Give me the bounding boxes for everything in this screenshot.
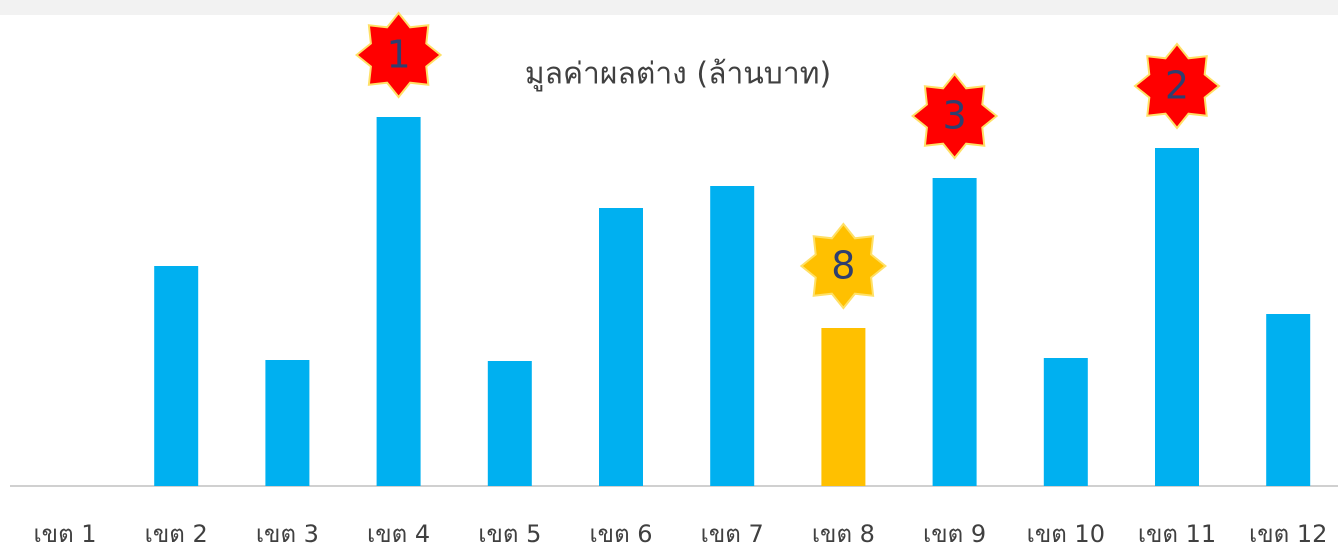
bar	[932, 178, 977, 486]
bar	[599, 208, 643, 486]
bar	[265, 360, 310, 486]
badge-label: 3	[943, 94, 967, 138]
bar	[1043, 358, 1088, 486]
x-tick-label: เขต 5	[478, 520, 541, 548]
badge-label: 8	[831, 244, 855, 288]
badge-label: 1	[387, 33, 411, 77]
badge-star	[799, 222, 887, 310]
badge-label: 2	[1165, 64, 1189, 108]
bar	[487, 361, 532, 486]
bar	[710, 186, 755, 486]
bar	[154, 266, 199, 486]
bar	[376, 117, 421, 486]
x-tick-label: เขต 2	[145, 520, 208, 548]
bar	[1155, 148, 1199, 486]
x-tick-label: เขต 8	[812, 520, 875, 548]
badge-star	[911, 72, 999, 160]
x-tick-label: เขต 10	[1027, 520, 1105, 548]
x-tick-label: เขต 12	[1249, 520, 1327, 548]
x-tick-label: เขต 6	[589, 520, 652, 548]
bar	[1266, 314, 1311, 486]
x-tick-label: เขต 3	[256, 520, 319, 548]
x-tick-label: เขต 9	[923, 520, 986, 548]
x-tick-label: เขต 11	[1138, 520, 1216, 548]
bar	[821, 328, 866, 486]
x-tick-label: เขต 1	[33, 520, 96, 548]
chart-title: มูลค่าผลต่าง (ล้านบาท)	[525, 57, 831, 92]
x-tick-label: เขต 7	[701, 520, 764, 548]
top-band	[0, 0, 1338, 15]
x-tick-label: เขต 4	[367, 520, 430, 548]
badge-star	[355, 11, 443, 99]
badge-star	[1133, 42, 1221, 130]
